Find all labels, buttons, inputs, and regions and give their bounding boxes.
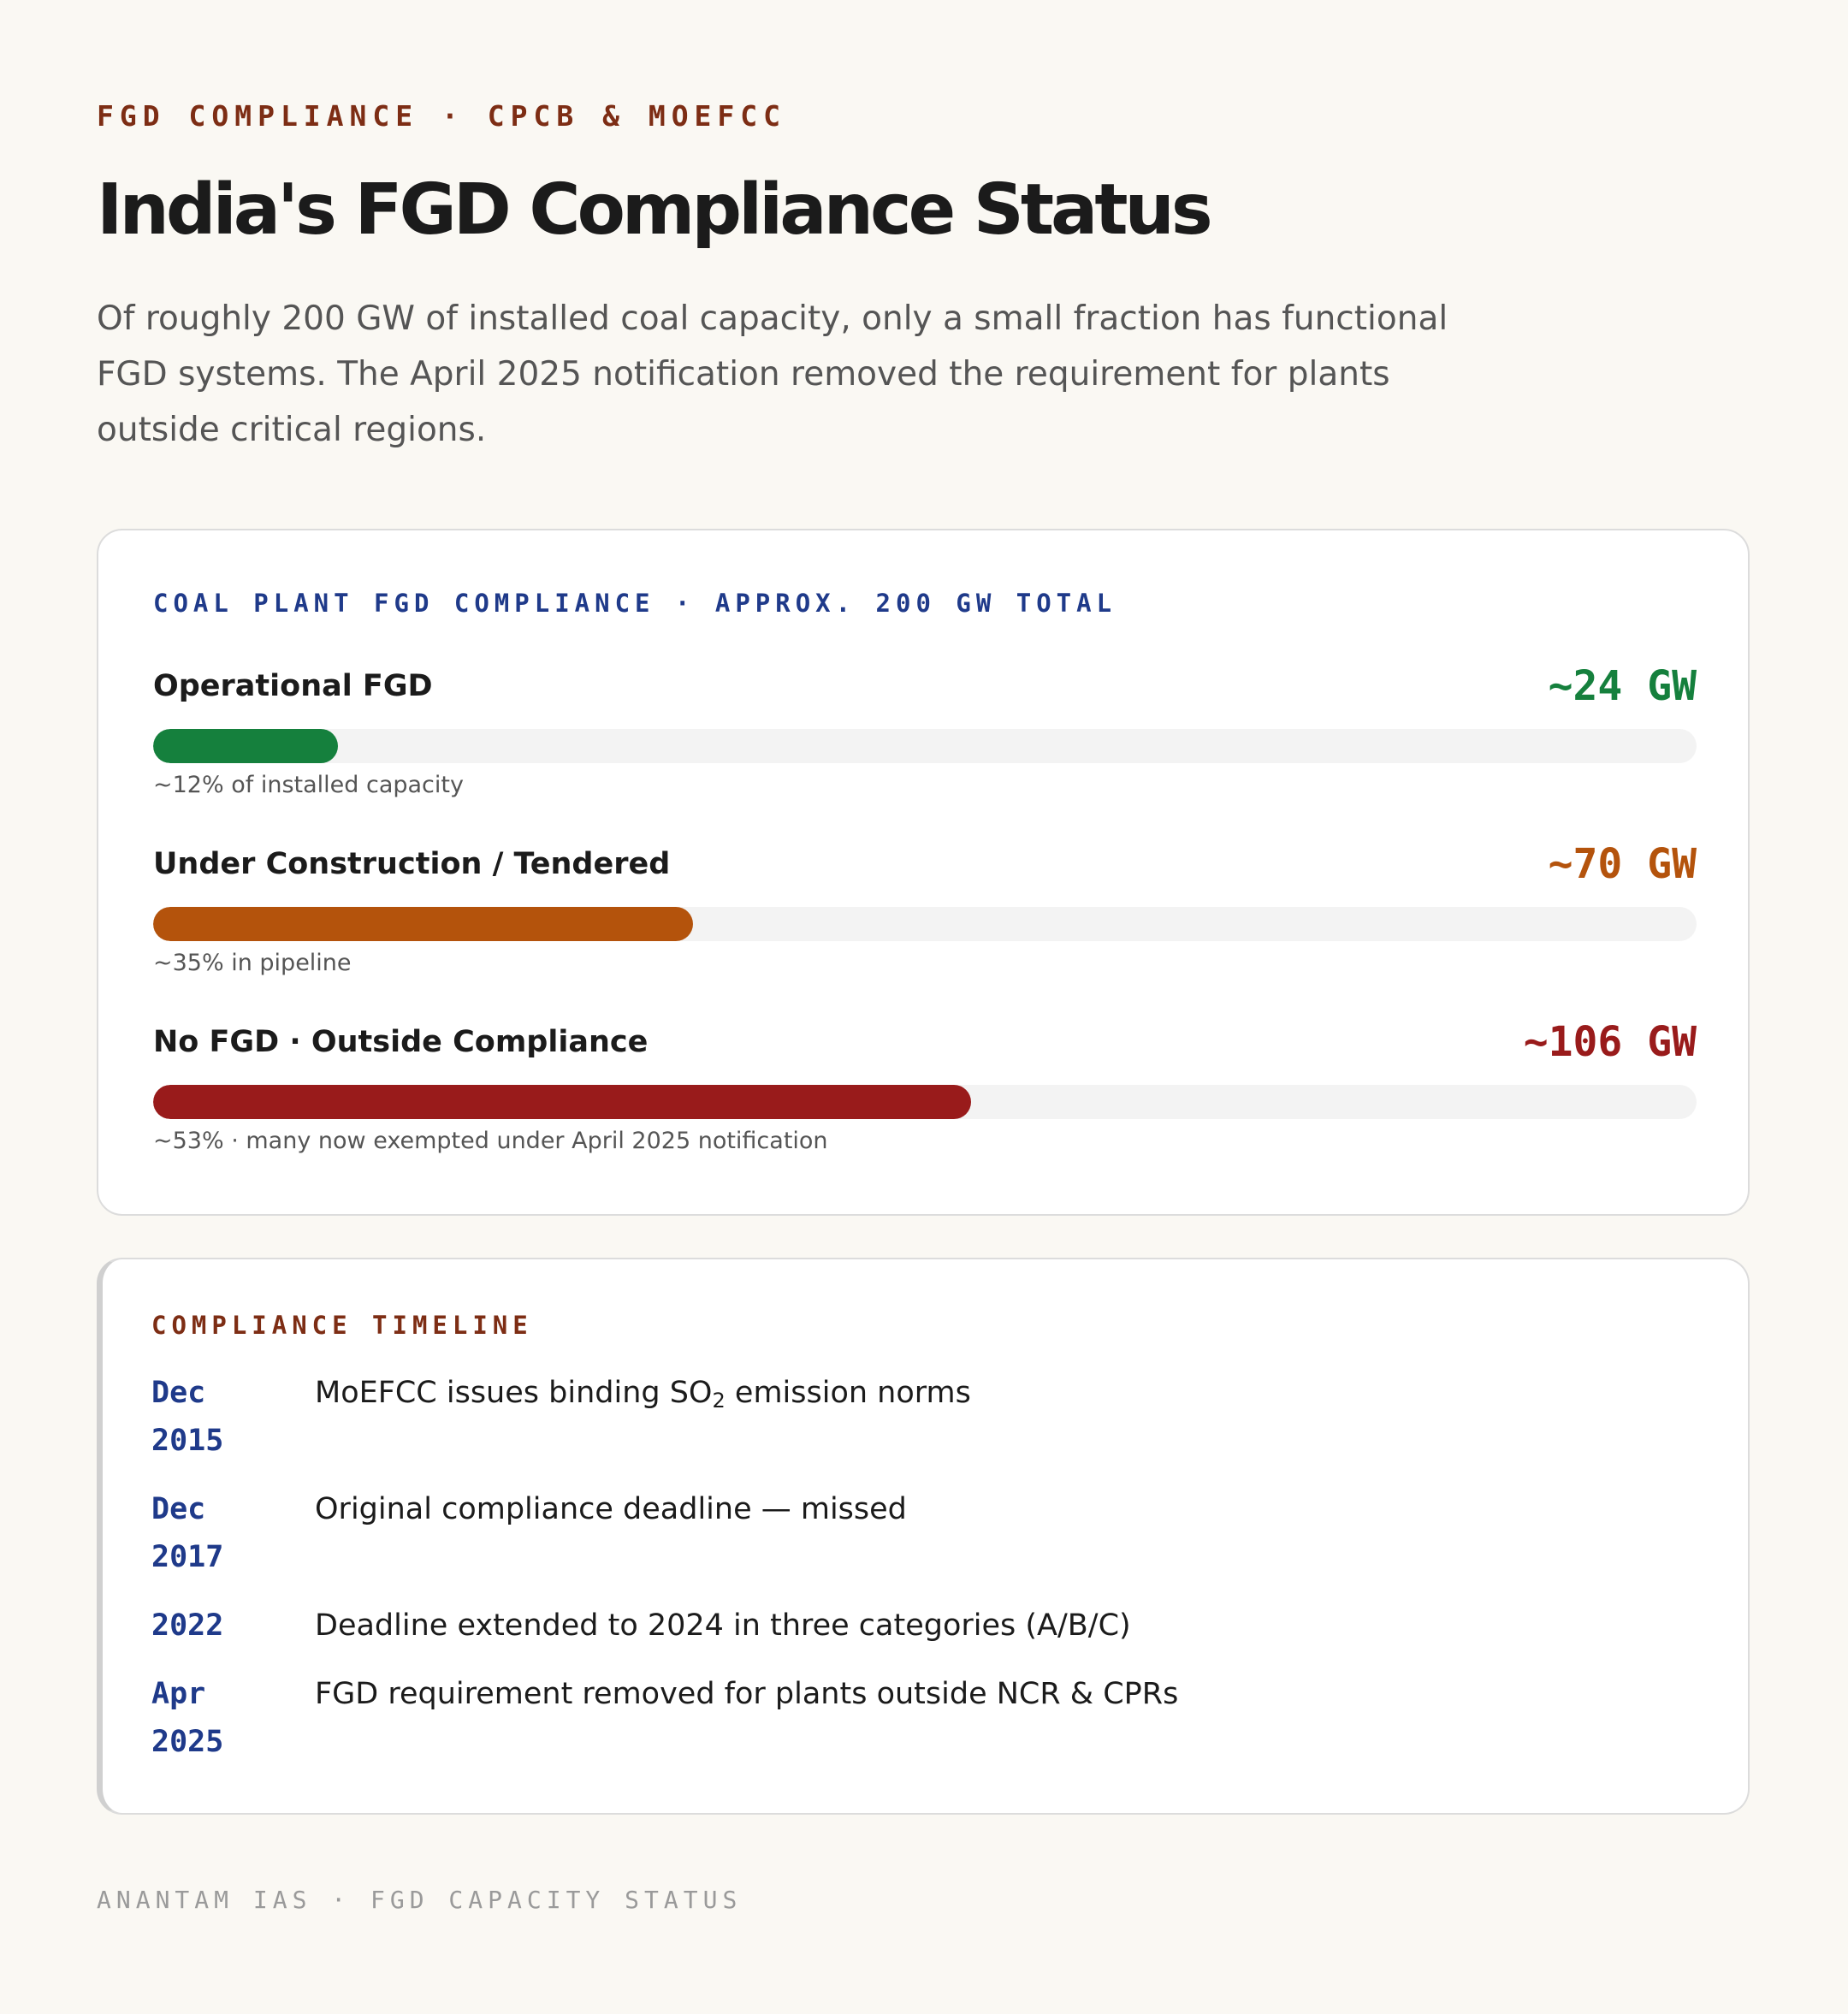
bar-fill-no-fgd (153, 1085, 972, 1119)
bar-fill-operational (153, 729, 339, 763)
bar-track (153, 907, 1697, 941)
timeline-title: COMPLIANCE TIMELINE (151, 1311, 533, 1340)
bar-note: ~53% · many now exempted under April 202… (153, 1128, 828, 1154)
timeline-date: Dec 2017 (151, 1492, 224, 1574)
compliance-chart-card: COAL PLANT FGD COMPLIANCE · APPROX. 200 … (97, 529, 1750, 1216)
timeline-date: Apr 2025 (151, 1677, 224, 1759)
footer-credit: ANANTAM IAS · FGD CAPACITY STATUS (97, 1886, 743, 1914)
bar-note: ~12% of installed capacity (153, 772, 464, 798)
bar-row-no-fgd: No FGD · Outside Compliance ~106 GW ~53%… (153, 1018, 1697, 1179)
timeline-text: MoEFCC issues binding SO2 emission norms (315, 1376, 971, 1413)
bar-track (153, 729, 1697, 763)
compliance-timeline-card: COMPLIANCE TIMELINE Dec 2015 MoEFCC issu… (97, 1258, 1750, 1815)
timeline-text: Original compliance deadline — missed (315, 1492, 907, 1526)
timeline-date: 2022 (151, 1608, 224, 1643)
timeline-date: Dec 2015 (151, 1376, 224, 1458)
bar-label: No FGD · Outside Compliance (153, 1025, 649, 1059)
bar-track (153, 1085, 1697, 1119)
bar-row-under-construction: Under Construction / Tendered ~70 GW ~35… (153, 840, 1697, 1001)
page-subtitle: Of roughly 200 GW of installed coal capa… (97, 299, 1448, 449)
bar-row-operational: Operational FGD ~24 GW ~12% of installed… (153, 662, 1697, 823)
bar-value-label: ~24 GW (1548, 662, 1697, 710)
bar-label: Under Construction / Tendered (153, 847, 671, 881)
eyebrow-label: FGD COMPLIANCE · CPCB & MOEFCC (97, 99, 787, 133)
bar-value-label: ~106 GW (1523, 1018, 1697, 1066)
page-title: India's FGD Compliance Status (97, 169, 1213, 251)
timeline-text: Deadline extended to 2024 in three categ… (315, 1608, 1131, 1643)
bar-value-label: ~70 GW (1548, 840, 1697, 888)
bar-note: ~35% in pipeline (153, 950, 352, 976)
chart-title: COAL PLANT FGD COMPLIANCE · APPROX. 200 … (153, 589, 1117, 618)
timeline-text: FGD requirement removed for plants outsi… (315, 1677, 1179, 1711)
bar-label: Operational FGD (153, 669, 433, 703)
bar-fill-under-construction (153, 907, 694, 941)
